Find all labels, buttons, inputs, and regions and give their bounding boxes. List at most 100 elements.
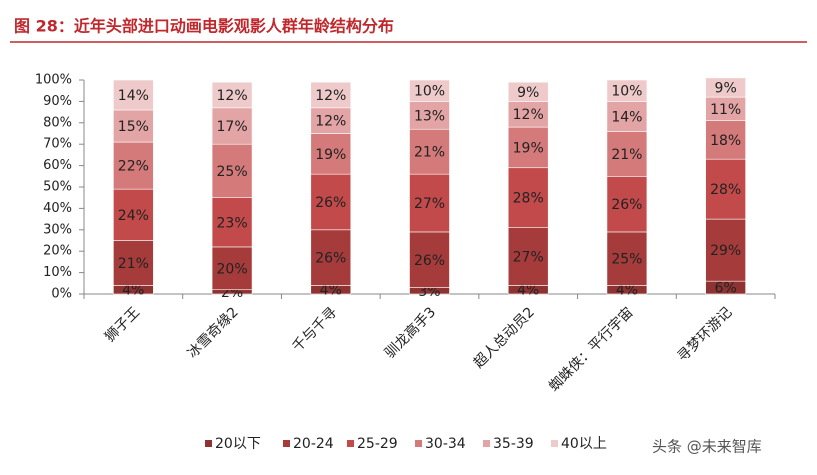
legend-swatch xyxy=(205,440,212,447)
data-label: 20% xyxy=(217,261,248,277)
bar-segment xyxy=(705,77,746,98)
x-tick-label: 千与千寻 xyxy=(290,304,341,355)
legend-label: 20-24 xyxy=(293,436,334,452)
bar-segment xyxy=(409,231,450,288)
bar-segment xyxy=(211,143,253,198)
bar-segment xyxy=(310,81,352,109)
data-label: 22% xyxy=(118,159,149,175)
x-tick-label: 蜘蛛侠：平行宇宙 xyxy=(546,304,637,395)
bar-segment xyxy=(409,79,450,102)
y-tick-label: 10% xyxy=(43,265,72,280)
y-tick-label: 60% xyxy=(43,158,72,173)
data-label: 26% xyxy=(611,197,642,213)
data-label: 21% xyxy=(414,145,445,161)
data-label: 19% xyxy=(315,147,346,163)
bar-segment xyxy=(211,197,253,248)
data-label: 10% xyxy=(414,84,445,100)
bar-segment xyxy=(310,229,352,286)
chart-title: 图 28：近年头部进口动画电影观影人群年龄结构分布 xyxy=(14,17,394,36)
watermark: 头条 @未来智库 xyxy=(652,438,762,456)
data-label: 29% xyxy=(710,243,741,259)
data-label: 4% xyxy=(616,283,638,299)
data-label: 12% xyxy=(217,88,248,104)
data-label: 26% xyxy=(315,251,346,267)
bar-segment xyxy=(409,101,450,130)
bar-segment xyxy=(113,109,154,143)
data-label: 21% xyxy=(118,256,149,272)
data-label: 9% xyxy=(517,85,539,101)
bar-segment xyxy=(705,158,746,220)
data-label: 10% xyxy=(611,84,642,100)
bar-segment xyxy=(211,246,253,291)
data-label: 18% xyxy=(710,133,741,149)
data-label: 27% xyxy=(513,250,544,266)
legend-label: 35-39 xyxy=(493,436,534,452)
data-label: 17% xyxy=(217,119,248,135)
data-label: 14% xyxy=(118,88,149,104)
legend-swatch xyxy=(483,440,490,447)
x-tick-label: 驯龙高手3 xyxy=(381,304,439,362)
bar-segment xyxy=(409,173,450,233)
bar-segment xyxy=(606,176,648,233)
data-label: 4% xyxy=(517,283,539,299)
x-tick-label: 寻梦环游记 xyxy=(674,304,735,365)
data-label: 15% xyxy=(118,119,149,135)
bar-segment xyxy=(606,131,648,177)
data-label: 26% xyxy=(315,195,346,211)
bar-segment xyxy=(310,107,352,134)
bar-segment xyxy=(507,227,549,286)
legend-swatch xyxy=(283,440,290,447)
bar-segment xyxy=(507,126,549,169)
legend-swatch xyxy=(415,440,422,447)
bar-segment xyxy=(507,167,549,228)
data-label: 12% xyxy=(315,114,346,130)
bar-segment xyxy=(606,231,648,286)
y-tick-label: 70% xyxy=(43,137,72,152)
bar-segment xyxy=(211,107,253,145)
data-label: 6% xyxy=(715,281,737,297)
y-tick-label: 40% xyxy=(43,201,72,216)
data-label: 9% xyxy=(715,80,737,96)
bar-segment xyxy=(705,218,746,282)
bar-segment xyxy=(409,128,450,175)
data-label: 28% xyxy=(513,191,544,207)
data-label: 28% xyxy=(710,182,741,198)
legend-label: 40以上 xyxy=(561,436,607,452)
bar-segment xyxy=(310,133,352,175)
data-label: 24% xyxy=(118,208,149,224)
data-label: 25% xyxy=(217,164,248,180)
y-tick-label: 50% xyxy=(43,180,72,195)
data-label: 23% xyxy=(217,215,248,231)
data-label: 27% xyxy=(414,196,445,212)
data-label: 4% xyxy=(320,283,342,299)
data-label: 14% xyxy=(611,109,642,125)
data-label: 13% xyxy=(414,108,445,124)
data-label: 4% xyxy=(122,283,144,299)
data-label: 25% xyxy=(611,252,642,268)
bar-segment xyxy=(211,81,253,109)
data-label: 11% xyxy=(710,102,741,118)
legend-label: 25-29 xyxy=(357,436,398,452)
x-tick-label: 冰雪奇缘2 xyxy=(184,304,242,362)
y-tick-label: 100% xyxy=(35,73,72,88)
y-tick-label: 30% xyxy=(43,222,72,237)
x-tick-label: 超人总动员2 xyxy=(471,304,538,371)
data-label: 21% xyxy=(611,147,642,163)
data-label: 19% xyxy=(513,140,544,156)
data-label: 12% xyxy=(513,107,544,123)
bar-segment xyxy=(705,120,746,160)
data-label: 12% xyxy=(315,88,346,104)
bar-segment xyxy=(113,240,154,286)
legend-swatch xyxy=(347,440,354,447)
y-tick-label: 20% xyxy=(43,244,72,259)
bar-segment xyxy=(507,81,549,102)
y-tick-label: 0% xyxy=(51,287,72,302)
bar-segment xyxy=(606,79,648,102)
legend-swatch xyxy=(551,440,558,447)
x-tick-label: 狮子王 xyxy=(102,304,143,345)
y-tick-label: 80% xyxy=(43,115,72,130)
data-label: 26% xyxy=(414,253,445,269)
legend-label: 30-34 xyxy=(425,436,466,452)
